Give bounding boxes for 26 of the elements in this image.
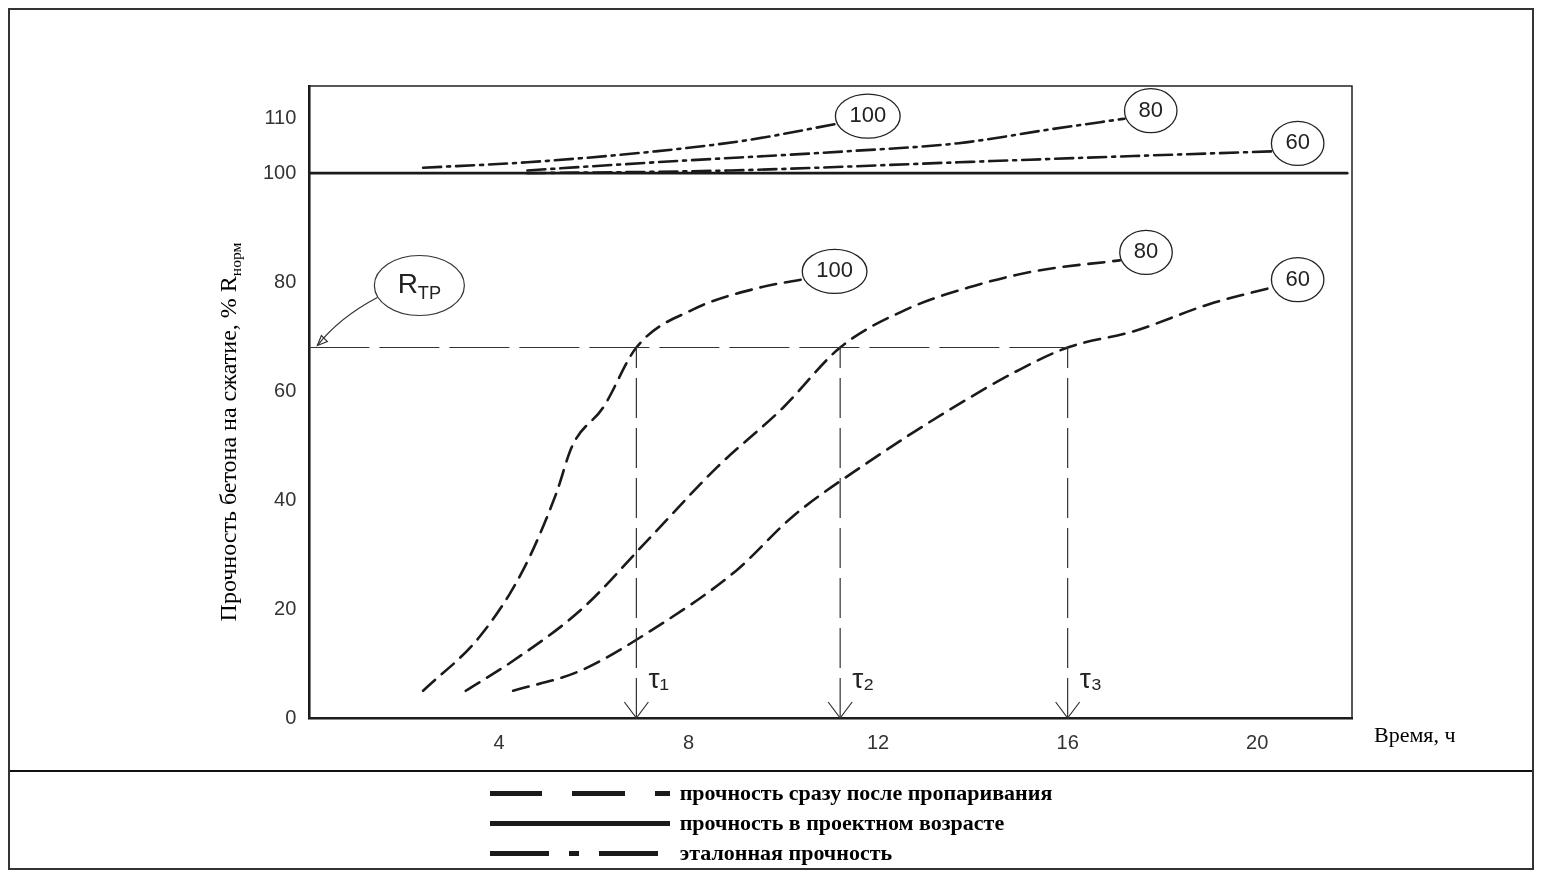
y-tick-label: 110	[264, 106, 297, 129]
legend-label: прочность в проектном возрасте	[679, 810, 1005, 836]
legend-label: прочность сразу после пропаривания	[679, 780, 1053, 806]
y-tick-label: 40	[274, 487, 297, 510]
x-tick-label: 4	[493, 730, 505, 753]
annotation: 80	[1133, 238, 1159, 264]
x-tick-label: 16	[1056, 730, 1079, 753]
annotation: 100	[816, 257, 853, 283]
annotation: 100	[849, 102, 887, 128]
annotation: 80	[1138, 96, 1163, 122]
y-tick-label: 60	[274, 378, 297, 401]
y-axis-title: Прочность бетона на сжатие, % Rнорм	[214, 242, 244, 622]
x-tick-label: 8	[682, 730, 695, 753]
x-axis-title: Время, ч	[1374, 721, 1456, 747]
annotation: 60	[1285, 265, 1310, 291]
y-tick-label: 0	[285, 705, 297, 728]
legend-label: эталонная прочность	[679, 840, 893, 866]
x-tick-label: 20	[1246, 730, 1269, 753]
y-tick-label: 100	[262, 160, 297, 183]
y-tick-label: 20	[274, 596, 297, 619]
x-tick-label: 12	[866, 730, 890, 753]
ref-line-label: τ₁	[648, 662, 669, 694]
ref-line-label: τ₂	[852, 662, 875, 694]
ref-line-label: τ₃	[1079, 662, 1103, 694]
y-tick-label: 80	[274, 269, 297, 292]
annotation: 60	[1285, 129, 1310, 155]
